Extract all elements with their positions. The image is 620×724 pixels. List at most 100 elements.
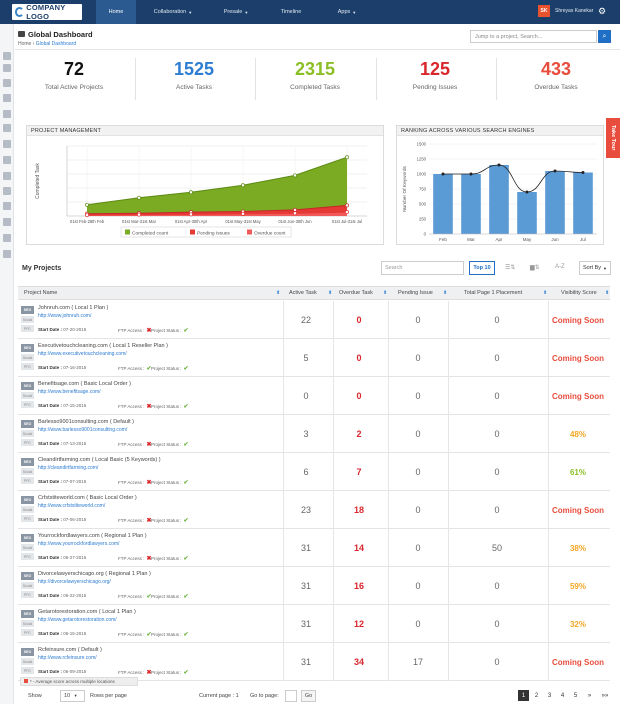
nav-presale[interactable]: Presale ▼: [212, 0, 260, 24]
sidebar-users-icon[interactable]: [3, 79, 11, 87]
project-name[interactable]: Benefitsage.com ( Basic Local Order ): [38, 381, 131, 387]
seo-tag[interactable]: SEO: [21, 534, 34, 542]
project-name[interactable]: Yourrockfordlawyers.com ( Regional 1 Pla…: [38, 533, 147, 539]
user-name[interactable]: Shreyas Kanekar: [555, 8, 594, 14]
nav-timeline[interactable]: Timeline: [268, 0, 314, 24]
az-sort-icon[interactable]: A-Z: [555, 264, 565, 270]
nav-apps[interactable]: Apps ▼: [324, 0, 370, 24]
goto-page-input[interactable]: [285, 690, 297, 702]
project-url[interactable]: http://www.johnruh.com/: [38, 313, 92, 319]
sidebar-people-icon[interactable]: [3, 250, 11, 258]
sidebar-star-icon[interactable]: [3, 124, 11, 132]
project-url[interactable]: http://www.crfststiteworld.com/: [38, 503, 106, 509]
sidebar-report-icon[interactable]: [3, 156, 11, 164]
sort-icon[interactable]: ⬍: [443, 290, 448, 296]
seo-tag[interactable]: SEO: [21, 572, 34, 580]
take-tour-button[interactable]: Take Tour: [606, 118, 620, 158]
ppc-tag[interactable]: PPC: [21, 591, 34, 598]
seo-tag[interactable]: SEO: [21, 648, 34, 656]
project-name[interactable]: Crfststiteworld.com ( Basic Local Order …: [38, 495, 137, 501]
col-pending-issue[interactable]: Pending Issue: [398, 290, 433, 296]
sidebar-file-icon[interactable]: [3, 94, 11, 102]
project-url[interactable]: http://www.benefitsage.com/: [38, 389, 101, 395]
col-active-task[interactable]: Active Task: [289, 290, 317, 296]
project-url[interactable]: http://www.barlesso9001consulting.com/: [38, 427, 128, 433]
sidebar-dollar-icon[interactable]: [3, 234, 11, 242]
project-name[interactable]: Rcfeinsure.com ( Default ): [38, 647, 102, 653]
ppc-tag[interactable]: PPC: [21, 477, 34, 484]
bar-filter-icon[interactable]: ▆⇅: [530, 265, 540, 271]
sidebar-bars-icon[interactable]: [3, 218, 11, 226]
breadcrumb-home[interactable]: Home: [18, 41, 32, 47]
seo-tag[interactable]: SEO: [21, 382, 34, 390]
col-project-name[interactable]: Project Name: [24, 290, 58, 296]
project-url[interactable]: http://divorcelawyerschicago.org/: [38, 579, 111, 585]
search-icon[interactable]: ⌕: [598, 30, 611, 43]
next-page-button[interactable]: »: [587, 692, 592, 699]
ppc-tag[interactable]: PPC: [21, 629, 34, 636]
ppc-tag[interactable]: PPC: [21, 325, 34, 332]
social-tag[interactable]: Social: [21, 354, 34, 361]
seo-tag[interactable]: SEO: [21, 306, 34, 314]
top-10-button[interactable]: Top 10: [469, 261, 495, 275]
social-tag[interactable]: Social: [21, 506, 34, 513]
seo-tag[interactable]: SEO: [21, 458, 34, 466]
col-overdue-task[interactable]: Overdue Task: [339, 290, 373, 296]
sort-icon[interactable]: ⬍: [383, 290, 388, 296]
col-placement[interactable]: Total Page 1 Placement: [464, 290, 523, 296]
table-row[interactable]: SEO Social PPC Divorcelawyerschicago.org ( …: [18, 567, 610, 605]
table-row[interactable]: SEO Social PPC Yourrockfordlawyers.com ( Re…: [18, 529, 610, 567]
social-tag[interactable]: Social: [21, 430, 34, 437]
list-filter-icon[interactable]: ☰⇅: [505, 265, 516, 271]
sort-by-dropdown[interactable]: Sort By ▼: [579, 261, 611, 275]
project-name[interactable]: Barlesso9001consulting.com ( Default ): [38, 419, 134, 425]
social-tag[interactable]: Social: [21, 544, 34, 551]
sidebar-phone-icon[interactable]: [3, 202, 11, 210]
ppc-tag[interactable]: PPC: [21, 439, 34, 446]
social-tag[interactable]: Social: [21, 658, 34, 665]
sidebar-pin-icon[interactable]: [3, 110, 11, 118]
ppc-tag[interactable]: PPC: [21, 363, 34, 370]
table-row[interactable]: SEO Social PPC Rcfeinsure.com ( Default ) ht…: [18, 643, 610, 681]
avatar[interactable]: SK: [538, 5, 550, 17]
page-5-button[interactable]: 5: [573, 692, 578, 699]
project-name[interactable]: Getarotorestoration.com ( Local 1 Plan ): [38, 609, 136, 615]
jump-search-input[interactable]: Jump to a project, Search...: [470, 30, 597, 43]
seo-tag[interactable]: SEO: [21, 420, 34, 428]
table-row[interactable]: SEO Social PPC Executivetouchcleaning.com (…: [18, 339, 610, 377]
sidebar-link-icon[interactable]: [3, 187, 11, 195]
last-page-button[interactable]: »»: [601, 692, 609, 699]
rows-per-page-select[interactable]: 10 ▼: [60, 690, 85, 702]
social-tag[interactable]: Social: [21, 468, 34, 475]
nav-home[interactable]: Home: [96, 0, 136, 24]
project-url[interactable]: http://www.rcfeinsure.com/: [38, 655, 97, 661]
project-url[interactable]: http://cleandirtfarming.com/: [38, 465, 99, 471]
seo-tag[interactable]: SEO: [21, 610, 34, 618]
project-name[interactable]: Divorcelawyerschicago.org ( Regional 1 P…: [38, 571, 151, 577]
project-url[interactable]: http://www.yourrockfordlawyers.com/: [38, 541, 120, 547]
project-url[interactable]: http://www.getarotorestoration.com/: [38, 617, 117, 623]
company-logo[interactable]: COMPANY LOGO: [12, 3, 82, 21]
project-search-input[interactable]: Search: [381, 261, 464, 275]
table-row[interactable]: SEO Social PPC Crfststiteworld.com ( Basic …: [18, 491, 610, 529]
social-tag[interactable]: Social: [21, 316, 34, 323]
go-button[interactable]: Go: [301, 690, 316, 702]
table-row[interactable]: SEO Social PPC Cleandirtfarming.com ( Local…: [18, 453, 610, 491]
project-name[interactable]: Executivetouchcleaning.com ( Local 1 Res…: [38, 343, 168, 349]
sort-icon[interactable]: ⬍: [543, 290, 548, 296]
project-name[interactable]: Cleandirtfarming.com ( Local Basic (5 Ke…: [38, 457, 161, 463]
project-name[interactable]: Johnruh.com ( Local 1 Plan ): [38, 305, 109, 311]
col-visibility-score[interactable]: Visibility Score: [561, 290, 597, 296]
table-row[interactable]: SEO Social PPC Barlesso9001consulting.com (…: [18, 415, 610, 453]
seo-tag[interactable]: SEO: [21, 344, 34, 352]
ppc-tag[interactable]: PPC: [21, 553, 34, 560]
gear-icon[interactable]: ⚙: [598, 6, 607, 16]
sidebar-camera-icon[interactable]: [3, 172, 11, 180]
sort-icon[interactable]: ⬍: [605, 290, 610, 296]
sort-icon[interactable]: ⬍: [328, 290, 333, 296]
sidebar-chart-icon[interactable]: [3, 140, 11, 148]
page-4-button[interactable]: 4: [560, 692, 565, 699]
ppc-tag[interactable]: PPC: [21, 667, 34, 674]
table-row[interactable]: SEO Social PPC Johnruh.com ( Local 1 Plan )…: [18, 301, 610, 339]
sidebar-globe-icon[interactable]: [3, 64, 11, 72]
